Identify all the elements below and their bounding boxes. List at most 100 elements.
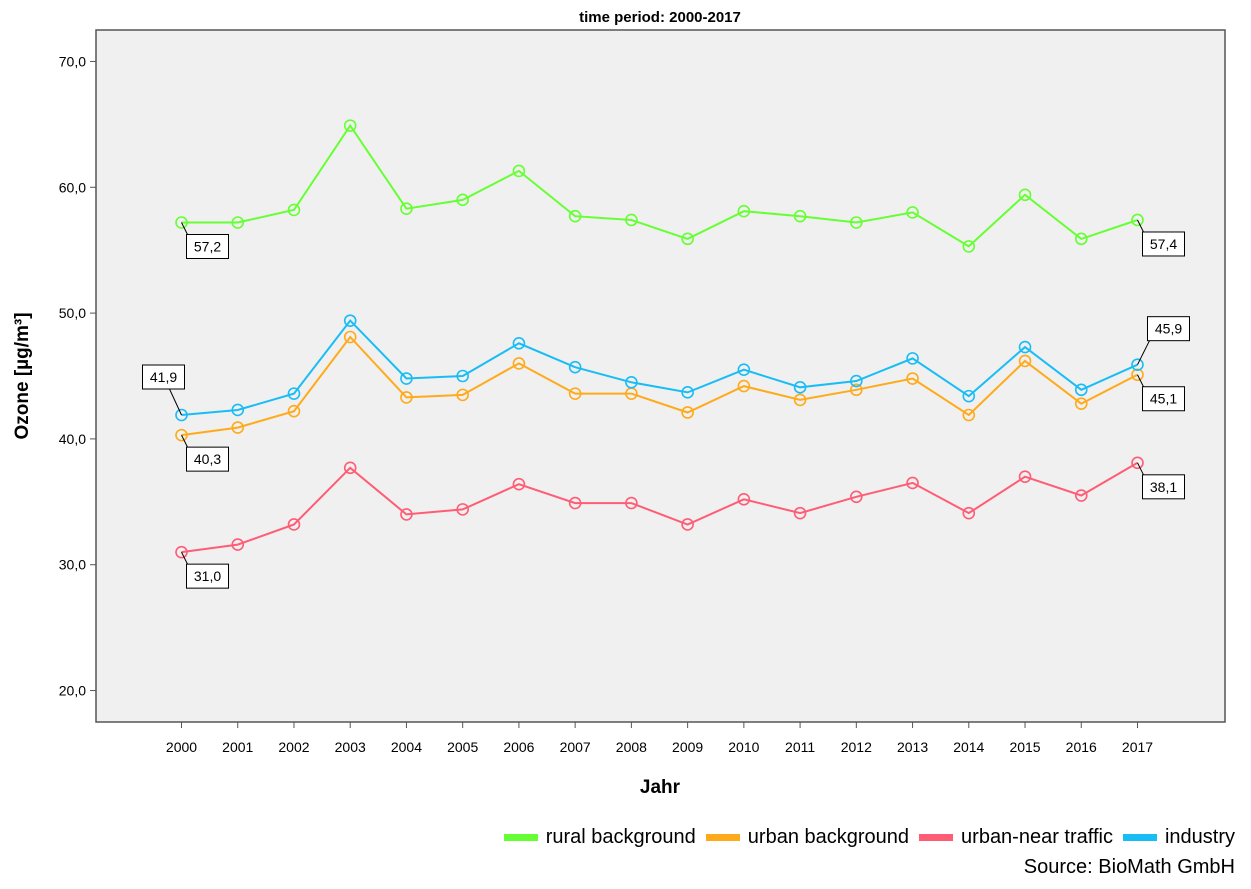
data-label-box (186, 563, 229, 589)
data-point (175, 216, 188, 229)
data-point (1131, 358, 1144, 371)
data-label: 57,4 (1137, 219, 1185, 257)
legend-item: urban-near traffic (919, 826, 1113, 849)
data-point (1074, 232, 1088, 246)
x-tick-label: 2001 (222, 739, 253, 755)
data-point (1074, 489, 1088, 502)
data-point (962, 389, 976, 403)
series-line-2 (181, 461, 1139, 554)
data-point (400, 508, 413, 521)
data-label-box (1142, 474, 1185, 500)
data-point (343, 330, 357, 344)
y-tick-label: 30,0 (59, 557, 86, 573)
data-point (175, 408, 188, 422)
legend-swatch (503, 834, 538, 841)
data-point (175, 545, 188, 559)
data-point (793, 506, 807, 520)
data-point (737, 379, 751, 393)
data-point (231, 421, 245, 434)
x-axis-ticks: 2000 2001 2002 2003 2004 2005 2006 2007 2008 2009… (166, 722, 1153, 755)
data-point (456, 193, 469, 207)
data-point (343, 119, 357, 132)
data-point (1131, 213, 1144, 227)
data-label: 57,2 (181, 222, 229, 260)
data-point (850, 374, 863, 388)
data-label: 45,1 (1137, 374, 1185, 412)
data-point (737, 363, 751, 377)
data-label-text: 31,0 (194, 568, 221, 584)
legend-label: industry (1164, 826, 1235, 848)
x-tick-label: 2012 (841, 739, 872, 755)
data-point (287, 518, 301, 531)
data-label-box (1142, 231, 1185, 257)
data-point (400, 372, 413, 385)
x-tick-label: 2000 (166, 739, 197, 755)
y-tick-label: 50,0 (59, 305, 86, 321)
data-label-text: 57,2 (194, 239, 221, 255)
data-point (1074, 397, 1088, 410)
data-point (512, 164, 526, 178)
data-label-box (186, 234, 229, 260)
data-point (343, 314, 357, 327)
legend: rural background urban background urban-ne… (494, 826, 1235, 849)
data-point (287, 387, 301, 400)
line-chart: time period: 2000-2017 20,0 30,0 40,0 50,0 6… (12, 9, 1226, 798)
data-label-leader (1137, 340, 1150, 365)
x-axis-title: Jahr (640, 777, 681, 798)
data-point (962, 506, 976, 520)
legend-label: urban-near traffic (961, 826, 1113, 848)
data-label-box (142, 364, 185, 390)
series-line-1 (181, 335, 1138, 437)
data-point (681, 518, 694, 531)
data-point (568, 496, 582, 510)
x-tick-label: 2010 (728, 739, 759, 755)
data-label-box (186, 446, 229, 472)
source-note: Source: BioMath GmbH (1023, 856, 1235, 878)
data-point (793, 381, 807, 394)
data-label-box (1142, 386, 1185, 412)
x-tick-label: 2004 (391, 739, 422, 755)
x-tick-label: 2003 (335, 739, 366, 755)
data-point (906, 352, 919, 365)
legend-item: rural background (503, 826, 696, 849)
data-point (456, 503, 469, 516)
data-point (625, 375, 638, 389)
y-axis-ticks: 20,0 30,0 40,0 50,0 60,0 70,0 (59, 53, 96, 699)
data-label: 45,9 (1137, 316, 1190, 365)
data-point (568, 360, 582, 374)
x-tick-label: 2005 (447, 739, 478, 755)
series-line-3 (181, 319, 1138, 416)
plot-area (95, 29, 1226, 723)
y-tick-label: 70,0 (59, 53, 86, 69)
x-tick-label: 2008 (616, 739, 647, 755)
data-point (568, 209, 582, 223)
data-point (1018, 470, 1032, 483)
data-point (681, 406, 694, 419)
legend-swatch (705, 834, 740, 841)
data-label-text: 38,1 (1150, 479, 1177, 495)
data-labels: 57,2 57,4 41,9 45,9 40,3 45,1 31,0 38,1 (142, 219, 1190, 589)
x-tick-label: 2016 (1066, 739, 1097, 755)
legend-swatch (1122, 834, 1157, 841)
data-point (175, 428, 188, 442)
data-point (906, 476, 919, 490)
data-point (1018, 188, 1032, 202)
x-tick-label: 2014 (953, 739, 984, 755)
data-point (512, 477, 526, 491)
series-points (175, 119, 1144, 559)
data-point (850, 383, 863, 397)
series-line-0 (181, 123, 1138, 248)
x-tick-label: 2007 (560, 739, 591, 755)
data-point (512, 336, 526, 350)
x-tick-label: 2011 (785, 739, 815, 755)
data-point (737, 204, 751, 218)
data-point (287, 203, 301, 217)
data-point (343, 461, 357, 475)
data-point (456, 369, 469, 383)
data-label-text: 45,9 (1155, 321, 1182, 337)
data-point (231, 216, 245, 229)
data-point (1018, 354, 1032, 368)
data-point (287, 404, 301, 418)
data-label-text: 57,4 (1150, 236, 1177, 252)
y-tick-label: 60,0 (59, 179, 86, 195)
